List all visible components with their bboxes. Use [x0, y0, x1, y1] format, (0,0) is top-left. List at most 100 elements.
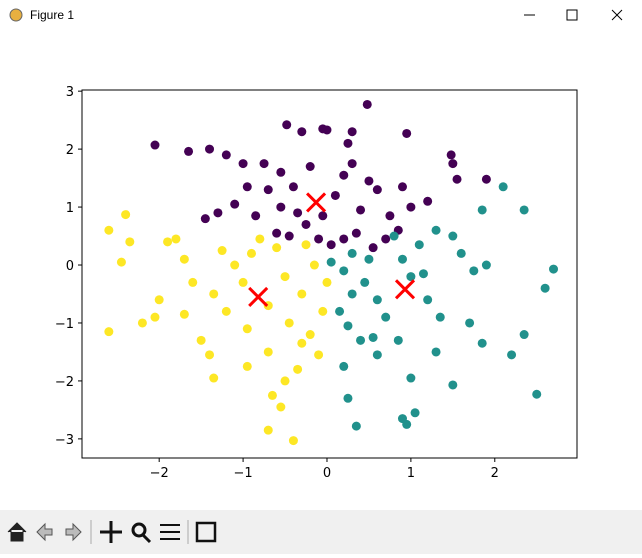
point [196, 335, 206, 345]
point [179, 254, 189, 264]
point [393, 335, 403, 345]
point [121, 210, 131, 220]
y-tick-label: 1 [66, 201, 74, 216]
point [297, 338, 307, 348]
point [297, 289, 307, 299]
point [276, 202, 286, 212]
point [435, 312, 445, 322]
point [351, 228, 361, 238]
x-tick-label: 0 [323, 466, 331, 481]
point [259, 159, 269, 169]
point [381, 312, 391, 322]
point [343, 321, 353, 331]
point [465, 318, 475, 328]
home-button[interactable] [7, 522, 27, 542]
point [314, 350, 324, 360]
point [347, 127, 357, 137]
point [381, 234, 391, 244]
point [339, 170, 349, 180]
point [221, 306, 231, 316]
chart: −2 −1 0 1 2 −3 −2 −1 0 1 2 3 [55, 85, 578, 481]
point [305, 330, 315, 340]
point [448, 231, 458, 241]
point [293, 208, 303, 218]
point [339, 361, 349, 371]
close-button[interactable] [611, 9, 623, 21]
point [364, 176, 374, 186]
point [263, 347, 273, 357]
point [347, 289, 357, 299]
point [150, 140, 160, 150]
point [406, 202, 416, 212]
point [276, 167, 286, 177]
point [179, 309, 189, 319]
point [481, 260, 491, 270]
y-tick-label: −3 [55, 433, 74, 448]
save-button[interactable] [195, 521, 217, 543]
configure-button[interactable] [160, 524, 180, 540]
point [406, 272, 416, 282]
point [351, 421, 361, 431]
point [397, 182, 407, 192]
point [230, 199, 240, 209]
point [272, 243, 282, 253]
point [104, 225, 114, 235]
point [246, 248, 256, 258]
point [326, 257, 336, 267]
point [356, 335, 366, 345]
point [347, 159, 357, 169]
point [507, 350, 517, 360]
point [282, 120, 292, 130]
point [297, 127, 307, 137]
point [104, 327, 114, 337]
point [150, 312, 160, 322]
point [242, 182, 252, 192]
point [242, 324, 252, 334]
point [532, 389, 542, 399]
point [318, 211, 328, 221]
point [330, 190, 340, 200]
title-bar: Figure 1 [0, 0, 642, 32]
point [301, 219, 311, 229]
point [251, 211, 261, 221]
x-tick-label: −1 [233, 466, 252, 481]
toolbar [0, 510, 642, 554]
back-button[interactable] [36, 522, 53, 542]
point [125, 237, 135, 247]
point [284, 231, 294, 241]
zoom-button[interactable] [131, 522, 152, 544]
centroid-stroke [306, 192, 327, 213]
point [368, 243, 378, 253]
forward-button[interactable] [65, 522, 82, 542]
point [423, 295, 433, 305]
point [314, 234, 324, 244]
pan-button[interactable] [100, 521, 122, 543]
point [267, 390, 277, 400]
point [347, 248, 357, 258]
centroid [306, 192, 327, 213]
point [217, 246, 227, 256]
point [397, 254, 407, 264]
point [402, 128, 412, 138]
point [410, 408, 420, 418]
point [477, 338, 487, 348]
point [305, 161, 315, 171]
point [301, 240, 311, 250]
point [209, 373, 219, 383]
point [389, 231, 399, 241]
point [519, 205, 529, 215]
point [163, 237, 173, 247]
maximize-button[interactable] [566, 9, 578, 21]
point [293, 364, 303, 374]
point [406, 373, 416, 383]
y-tick-label: −2 [55, 375, 74, 390]
title-icons [9, 8, 623, 22]
x-tick-label: 1 [407, 466, 415, 481]
app-icon [9, 8, 23, 22]
point [339, 234, 349, 244]
point [431, 347, 441, 357]
centroid [248, 286, 269, 307]
point [309, 260, 319, 270]
point [238, 159, 248, 169]
point [498, 182, 508, 192]
